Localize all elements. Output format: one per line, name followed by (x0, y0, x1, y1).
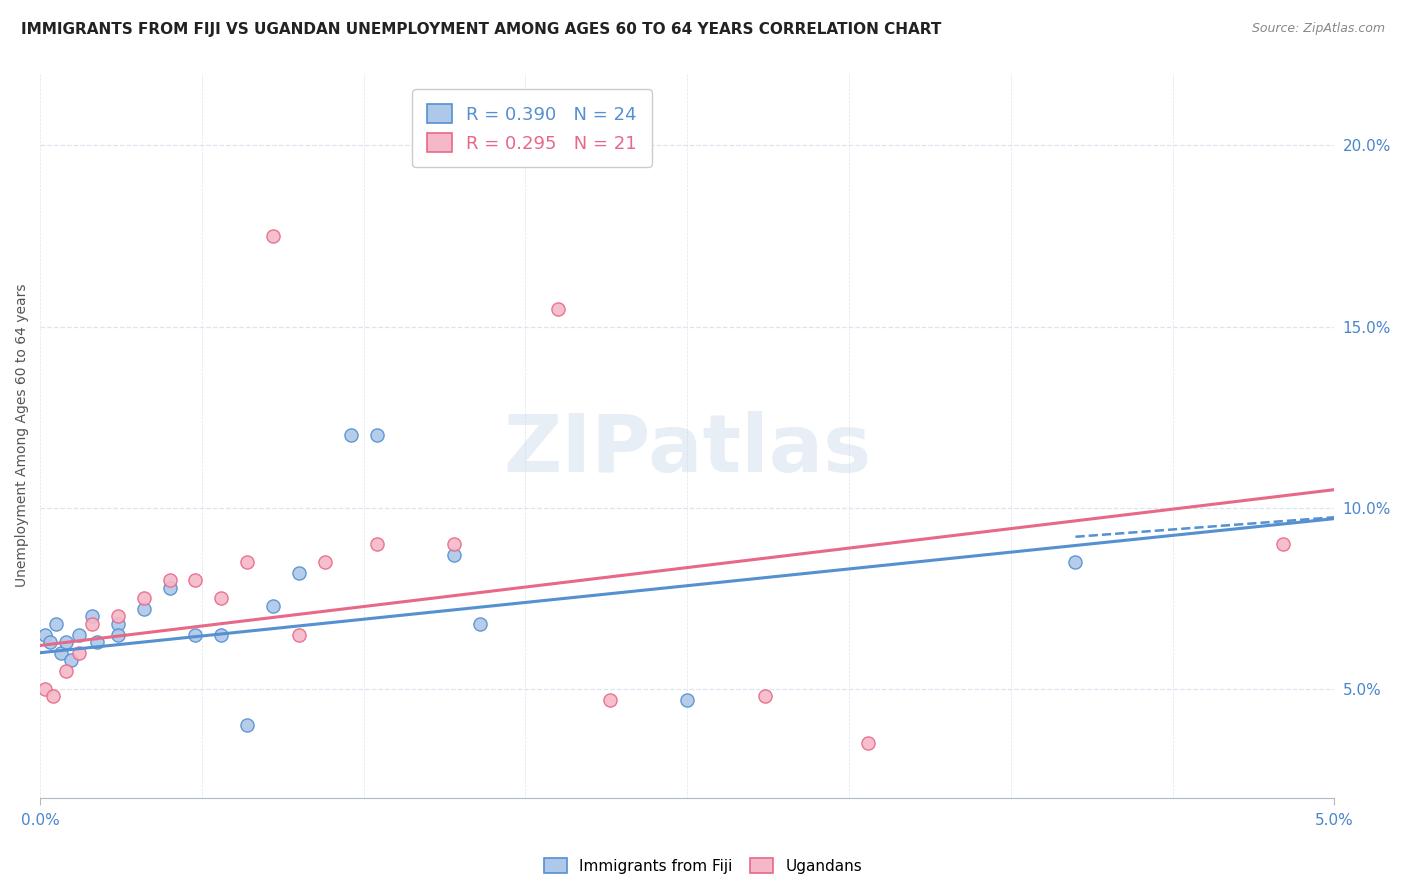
Legend: Immigrants from Fiji, Ugandans: Immigrants from Fiji, Ugandans (537, 852, 869, 880)
Point (1271, 537, 1294, 551)
Point (443, 548, 465, 562)
Point (209, 627, 232, 641)
Point (754, 690, 776, 704)
Point (80, 609, 103, 624)
Point (107, 627, 129, 641)
Point (547, 301, 569, 316)
Point (60, 653, 83, 667)
Point (676, 693, 699, 707)
Point (132, 602, 155, 616)
Point (314, 555, 336, 569)
Point (107, 616, 129, 631)
Point (599, 693, 621, 707)
Legend: R = 0.390   N = 24, R = 0.295   N = 21: R = 0.390 N = 24, R = 0.295 N = 21 (412, 89, 651, 167)
Point (288, 566, 311, 580)
Y-axis label: Unemployment Among Ages 60 to 64 years: Unemployment Among Ages 60 to 64 years (15, 284, 30, 587)
Text: Source: ZipAtlas.com: Source: ZipAtlas.com (1251, 22, 1385, 36)
Text: ZIPatlas: ZIPatlas (503, 411, 872, 489)
Point (468, 616, 491, 631)
Point (107, 609, 129, 624)
Point (34, 627, 56, 641)
Point (45, 616, 67, 631)
Point (34, 681, 56, 696)
Point (366, 428, 388, 442)
Point (236, 555, 259, 569)
Point (184, 627, 207, 641)
Point (55, 635, 77, 649)
Point (209, 591, 232, 606)
Point (49, 646, 72, 660)
Point (159, 574, 181, 588)
Point (80, 616, 103, 631)
Point (1064, 555, 1087, 569)
Point (67, 627, 90, 641)
Point (67, 646, 90, 660)
Point (86, 635, 108, 649)
Point (236, 718, 259, 732)
Point (39, 635, 62, 649)
Point (159, 581, 181, 595)
Point (366, 537, 388, 551)
Point (55, 664, 77, 678)
Point (443, 537, 465, 551)
Point (288, 627, 311, 641)
Point (132, 591, 155, 606)
Point (858, 736, 880, 750)
Point (184, 574, 207, 588)
Point (262, 229, 284, 244)
Point (339, 428, 361, 442)
Point (262, 599, 284, 613)
Text: IMMIGRANTS FROM FIJI VS UGANDAN UNEMPLOYMENT AMONG AGES 60 TO 64 YEARS CORRELATI: IMMIGRANTS FROM FIJI VS UGANDAN UNEMPLOY… (21, 22, 942, 37)
Point (42, 690, 65, 704)
